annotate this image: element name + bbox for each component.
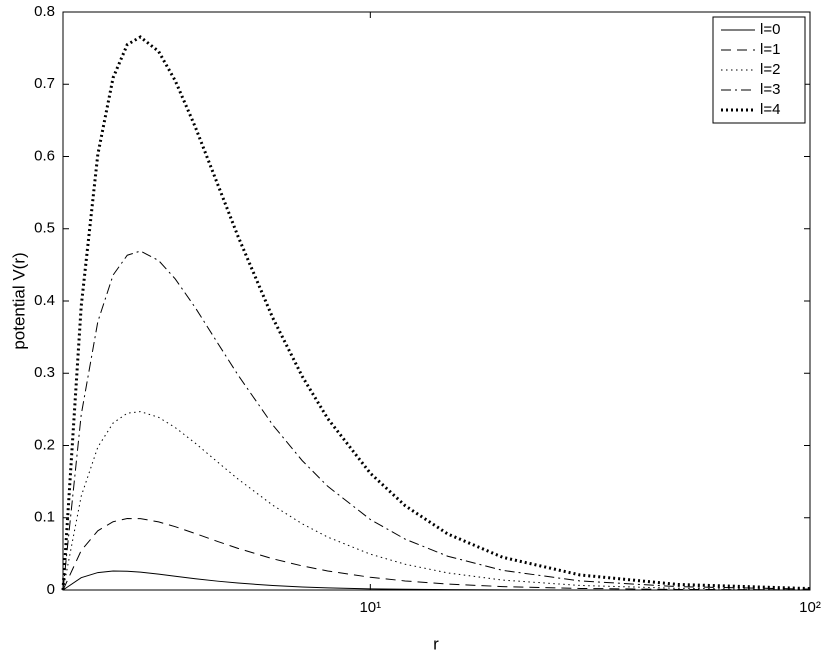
y-tick-label: 0.2 — [34, 436, 55, 453]
y-tick-label: 0.5 — [34, 220, 55, 237]
y-tick-label: 0 — [47, 581, 55, 598]
x-tick-label: 10¹ — [359, 599, 381, 616]
y-tick-label: 0.3 — [34, 364, 55, 381]
legend-label: l=1 — [760, 41, 780, 58]
x-tick-label: 10² — [799, 599, 821, 616]
plot-frame — [62, 11, 811, 591]
legend-label: l=2 — [760, 61, 780, 78]
legend-label: l=0 — [760, 21, 780, 38]
y-tick-label: 0.8 — [34, 3, 55, 20]
y-axis-label: potential V(r) — [9, 252, 28, 349]
series-line — [62, 518, 811, 591]
y-tick-label: 0.7 — [34, 75, 55, 92]
y-tick-label: 0.1 — [34, 509, 55, 526]
x-axis-label: r — [433, 634, 439, 653]
legend-label: l=4 — [760, 101, 780, 118]
series-line — [62, 411, 811, 591]
series-line — [61, 35, 811, 591]
series-line — [62, 570, 811, 591]
y-tick-label: 0.6 — [34, 147, 55, 164]
legend-label: l=3 — [760, 81, 780, 98]
legend-box — [712, 16, 806, 124]
y-tick-label: 0.4 — [34, 292, 55, 309]
series-line — [62, 250, 811, 591]
